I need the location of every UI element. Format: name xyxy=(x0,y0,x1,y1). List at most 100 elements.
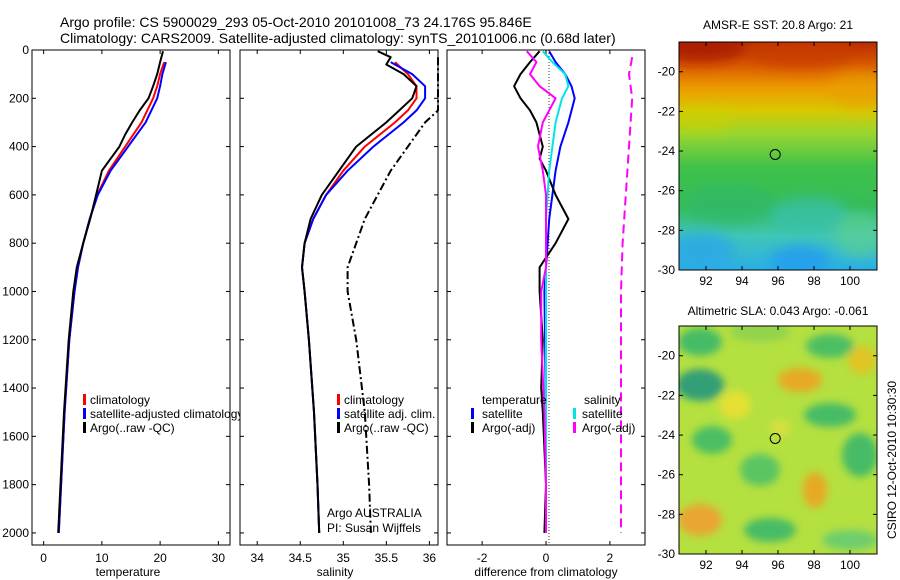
map-y-tick-label: -20 xyxy=(658,65,676,79)
title-line-2: Climatology: CARS2009. Satellite-adjuste… xyxy=(60,30,616,46)
sla-float-marker xyxy=(769,433,781,444)
map-x-tick-label: 96 xyxy=(771,558,785,572)
sla-field xyxy=(679,326,877,554)
temperature-ticks: 0 10 20 30 0 200 400 600 800 1000 1200 1400 1600 1800… xyxy=(2,43,230,565)
y-tick-label: 400 xyxy=(9,140,29,154)
x-tick-label: 34 xyxy=(251,551,265,565)
map-y-tick-label: -24 xyxy=(658,144,676,158)
legend-label-argo: Argo(..raw -QC) xyxy=(344,421,429,435)
legend-title-salinity: salinity xyxy=(584,393,621,407)
x-tick-label: 0 xyxy=(543,551,550,565)
map-y-tick-label: -30 xyxy=(658,547,676,561)
sla-map-panel: Altimetric SLA: 0.043 Argo: -0.061 xyxy=(658,304,878,572)
salinity-legend: climatology satellite adj. clim. Argo(..… xyxy=(337,393,435,435)
legend-label-sal-satellite: satellite xyxy=(582,407,623,421)
difference-lines xyxy=(513,50,634,533)
x-tick-label: 0 xyxy=(40,551,47,565)
map-y-tick-label: -24 xyxy=(658,428,676,442)
map-x-tick-label: 98 xyxy=(807,274,821,288)
x-tick-label: 35.5 xyxy=(375,551,399,565)
y-tick-label: 800 xyxy=(9,236,29,250)
difference-ticks: -2 0 2 xyxy=(447,49,645,565)
series-line-argo-raw-qc- xyxy=(57,50,164,533)
map-x-tick-label: 100 xyxy=(840,274,860,288)
legend-swatch-sal-argo xyxy=(573,422,576,433)
temperature-axes xyxy=(31,49,231,546)
legend-swatch-satellite-adj xyxy=(337,408,340,419)
sst-map-title: AMSR-E SST: 20.8 Argo: 21 xyxy=(703,18,853,32)
sst-map-panel: AMSR-E SST: 20.8 Argo: 21 92 94 96 98 100 -20… xyxy=(658,18,878,288)
map-y-tick-label: -28 xyxy=(658,223,676,237)
map-x-tick-label: 92 xyxy=(699,558,713,572)
salinity-ticks: 34 34.5 35 35.5 36 xyxy=(240,49,438,565)
map-y-tick-label: -20 xyxy=(658,349,676,363)
map-y-tick-label: -30 xyxy=(658,263,676,277)
y-tick-label: 0 xyxy=(22,43,29,57)
x-tick-label: 10 xyxy=(95,551,109,565)
x-tick-label: -2 xyxy=(477,551,488,565)
difference-legend: temperature salinity satellite Argo(-adj… xyxy=(471,393,635,435)
series-line-salinity-satellite xyxy=(542,50,570,533)
legend-label-argo: Argo(..raw -QC) xyxy=(90,421,175,435)
x-tick-label: 30 xyxy=(212,551,226,565)
map-x-tick-label: 100 xyxy=(840,558,860,572)
legend-label-temp-argo: Argo(-adj) xyxy=(482,421,535,435)
difference-xlabel: difference from climatology xyxy=(474,565,617,579)
map-x-tick-label: 96 xyxy=(771,274,785,288)
salinity-lines xyxy=(301,50,439,533)
map-x-tick-label: 94 xyxy=(735,274,749,288)
x-tick-label: 34.5 xyxy=(289,551,313,565)
temperature-lines xyxy=(57,50,167,533)
legend-label-temp-satellite: satellite xyxy=(482,407,523,421)
x-tick-label: 36 xyxy=(423,551,437,565)
salinity-panel: 34 34.5 35 35.5 36 salinity climatology sate… xyxy=(239,49,439,579)
y-tick-label: 600 xyxy=(9,188,29,202)
legend-label-satellite-adjusted: satellite-adjusted climatology xyxy=(90,407,243,421)
csiro-timestamp: CSIRO 12-Oct-2010 10:30:30 xyxy=(885,381,899,539)
difference-panel: -2 0 2 difference from climatology tempera… xyxy=(446,49,646,579)
map-x-tick-label: 92 xyxy=(699,274,713,288)
legend-swatch-sal-satellite xyxy=(573,408,576,419)
x-tick-label: 35 xyxy=(337,551,351,565)
sla-map-title: Altimetric SLA: 0.043 Argo: -0.061 xyxy=(688,304,869,318)
y-tick-label: 200 xyxy=(9,91,29,105)
legend-swatch-temp-argo xyxy=(471,422,474,433)
temperature-legend: climatology satellite-adjusted climatolo… xyxy=(83,393,243,435)
legend-swatch-climatology xyxy=(337,394,340,405)
sst-map-ticks: 92 94 96 98 100 -20 -22 -24 -26 -28 -30 xyxy=(658,42,877,288)
series-line-argo-raw-qc-raw xyxy=(346,57,439,533)
x-tick-label: 20 xyxy=(153,551,167,565)
map-y-tick-label: -22 xyxy=(658,388,676,402)
sst-float-marker xyxy=(769,149,781,160)
legend-label-sal-argo: Argo(-adj) xyxy=(582,421,635,435)
series-line-salinity-raw xyxy=(620,57,634,533)
legend-label-climatology: climatology xyxy=(344,393,404,407)
legend-swatch-satellite-adjusted xyxy=(83,408,86,419)
argo-source-label: Argo AUSTRALIA xyxy=(327,506,422,520)
legend-swatch-argo xyxy=(83,422,86,433)
salinity-xlabel: salinity xyxy=(317,565,354,579)
map-x-tick-label: 94 xyxy=(735,558,749,572)
sst-field xyxy=(679,42,877,270)
y-tick-label: 1600 xyxy=(2,429,29,443)
map-y-tick-label: -22 xyxy=(658,104,676,118)
pi-label: PI: Susan Wijffels xyxy=(327,521,421,535)
legend-swatch-temp-satellite xyxy=(471,408,474,419)
map-x-tick-label: 98 xyxy=(807,558,821,572)
map-y-tick-label: -26 xyxy=(658,468,676,482)
y-tick-label: 1400 xyxy=(2,381,29,395)
legend-swatch-argo xyxy=(337,422,340,433)
map-y-tick-label: -26 xyxy=(658,184,676,198)
y-tick-label: 1800 xyxy=(2,478,29,492)
series-line-argo-raw-qc- xyxy=(301,50,418,533)
legend-label-satellite-adj: satellite adj. clim. xyxy=(344,407,435,421)
title-line-1: Argo profile: CS 5900029_293 05-Oct-2010… xyxy=(60,14,532,30)
map-y-tick-label: -28 xyxy=(658,507,676,521)
y-tick-label: 1200 xyxy=(2,333,29,347)
salinity-axes xyxy=(239,49,439,546)
legend-label-climatology: climatology xyxy=(90,393,150,407)
series-line-salinity-argo-adj- xyxy=(526,50,557,533)
sla-map-ticks: 92 94 96 98 100 -20 -22 -24 -26 -28 -30 xyxy=(658,326,877,572)
x-tick-label: 2 xyxy=(607,551,614,565)
legend-swatch-climatology xyxy=(83,394,86,405)
